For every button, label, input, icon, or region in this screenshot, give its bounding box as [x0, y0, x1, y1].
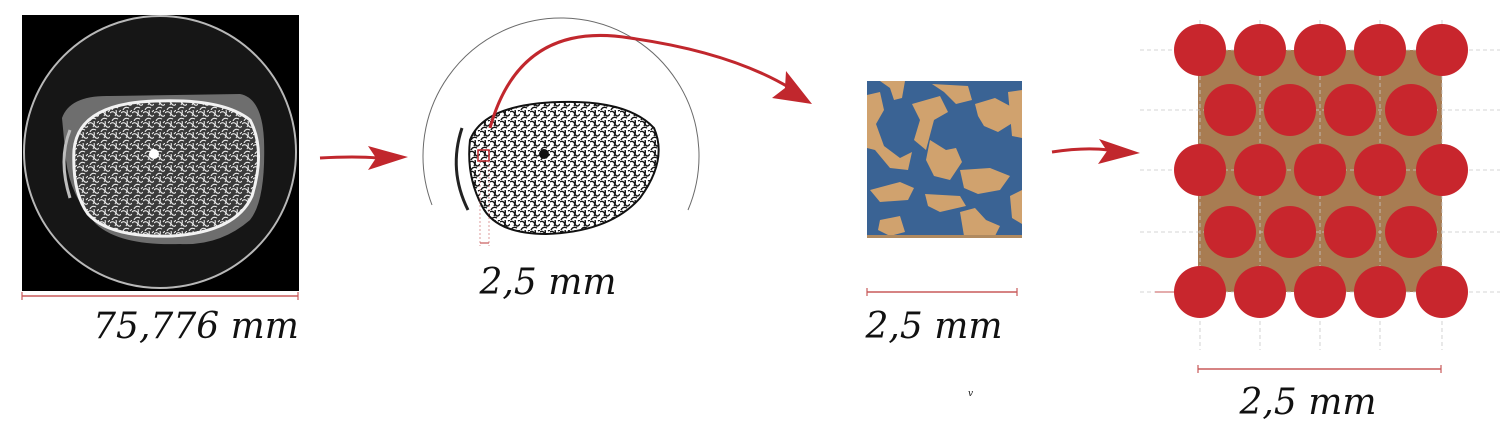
binarized-scale-label: 2,5 mm: [479, 262, 617, 303]
corner-sphere: [1234, 266, 1286, 318]
binarized-panel: 2,5 mm: [422, 17, 700, 303]
corner-sphere: [1354, 266, 1406, 318]
lattice-panel: 2,5 mm: [1140, 20, 1500, 423]
centre-sphere: [1385, 206, 1437, 258]
ct-scale-label: 75,776 mm: [93, 306, 299, 347]
corner-sphere: [1294, 144, 1346, 196]
ct-scan-panel: 75,776 mm: [21, 15, 299, 347]
bone-cross-section: [72, 99, 261, 238]
arrow-roi-to-voxel-crop: [488, 33, 812, 129]
arrow-ct-to-binarized: [319, 146, 408, 170]
corner-sphere: [1174, 266, 1226, 318]
bone-voxels: [867, 81, 1022, 236]
centre-sphere: [1204, 206, 1256, 258]
centre-sphere: [1324, 84, 1376, 136]
field-circle-outline: [422, 17, 700, 211]
arrowhead-icon: [772, 71, 812, 104]
centre-sphere: [1324, 206, 1376, 258]
corner-sphere: [1174, 144, 1226, 196]
voxel-crop-panel: 2,5 mm v: [865, 81, 1022, 399]
centre-sphere: [1204, 84, 1256, 136]
centre-sphere: [1264, 206, 1316, 258]
cortical-shell: [62, 129, 72, 199]
arrowhead-icon: [1098, 139, 1140, 164]
inner-arc: [454, 127, 470, 211]
pore-marker: [539, 149, 549, 159]
corner-sphere: [1234, 24, 1286, 76]
corner-sphere: [1416, 144, 1468, 196]
centre-sphere: [1264, 84, 1316, 136]
corner-sphere: [1174, 24, 1226, 76]
lattice-scale-label: 2,5 mm: [1239, 382, 1377, 423]
arrowhead-icon: [368, 146, 408, 170]
corner-sphere: [1416, 266, 1468, 318]
stray-mark: v: [968, 389, 973, 399]
crop-border-bottom: [867, 235, 1022, 238]
corner-sphere: [1354, 24, 1406, 76]
corner-sphere: [1234, 144, 1286, 196]
corner-sphere: [1416, 24, 1468, 76]
roi-box: [477, 149, 490, 162]
corner-sphere: [1294, 24, 1346, 76]
voxel-scale-label: 2,5 mm: [865, 306, 1003, 347]
centre-sphere: [1385, 84, 1437, 136]
corner-sphere: [1354, 144, 1406, 196]
sphere-lattice: [1174, 24, 1468, 318]
binarized-bone: [468, 100, 660, 236]
corner-sphere: [1294, 266, 1346, 318]
arrow-voxel-to-lattice: [1051, 139, 1140, 164]
medullary-canal: [149, 149, 159, 159]
